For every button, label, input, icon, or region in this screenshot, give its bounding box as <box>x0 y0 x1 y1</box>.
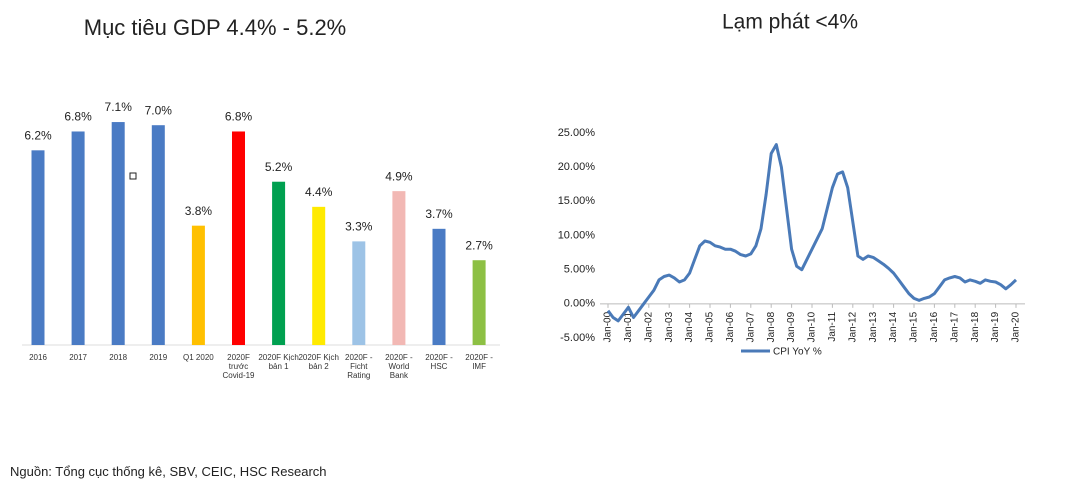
bar <box>352 241 366 345</box>
value-label: 7.1% <box>105 100 133 114</box>
value-label: 4.4% <box>305 185 333 199</box>
x-tick-label: Jan-00 <box>603 311 614 342</box>
x-tick-label: 2017 <box>69 353 87 362</box>
bar <box>472 260 486 345</box>
x-tick-label: 2016 <box>29 353 47 362</box>
value-label: 7.0% <box>145 103 173 117</box>
x-tick-label: 2020F trước Covid-19 <box>222 353 255 380</box>
value-label: 5.2% <box>265 160 293 174</box>
x-tick-label: Jan-08 <box>766 311 777 342</box>
x-tick-label: Jan-16 <box>929 311 940 342</box>
x-tick-label: Jan-02 <box>643 311 654 342</box>
x-tick-label: Jan-09 <box>786 311 797 342</box>
x-tick-label: Jan-12 <box>847 311 858 342</box>
x-tick-label: Jan-13 <box>868 311 879 342</box>
y-tick-label: 5.00% <box>564 264 595 276</box>
x-tick-label: Jan-17 <box>949 311 960 342</box>
bar <box>432 228 446 345</box>
bar <box>31 150 45 345</box>
x-tick-label: Jan-19 <box>990 311 1001 342</box>
y-tick-label: 20.00% <box>558 161 596 173</box>
source-note: Nguồn: Tổng cục thống kê, SBV, CEIC, HSC… <box>10 464 327 479</box>
legend-label: CPI YoY % <box>773 347 822 358</box>
x-tick-label: 2019 <box>149 353 168 362</box>
x-tick-label: 2020F - IMF <box>465 353 493 371</box>
value-label: 3.8% <box>185 204 213 218</box>
x-tick-label: Q1 2020 <box>183 353 214 362</box>
value-label: 6.8% <box>225 110 253 124</box>
bar <box>111 122 125 345</box>
x-tick-label: Jan-07 <box>745 311 756 342</box>
bar <box>312 206 326 345</box>
x-tick-label: Jan-10 <box>807 311 818 342</box>
x-tick-label: 2020F - Ficht Rating <box>345 353 373 380</box>
bar <box>191 225 205 345</box>
x-tick-label: Jan-05 <box>705 311 716 342</box>
x-tick-label: 2018 <box>109 353 128 362</box>
bar <box>151 125 165 345</box>
value-label: 3.3% <box>345 220 373 234</box>
x-tick-label: Jan-11 <box>827 311 838 341</box>
x-tick-label: Jan-14 <box>888 311 899 342</box>
x-tick-label: Jan-01 <box>623 311 634 342</box>
line <box>606 143 1018 323</box>
value-label: 2.7% <box>465 238 493 252</box>
y-tick-label: 15.00% <box>558 195 596 207</box>
x-tick-label: 2020F - World Bank <box>385 353 413 380</box>
cursor-marker <box>129 172 137 180</box>
x-tick-label: Jan-03 <box>664 311 675 342</box>
chart-title: Mục tiêu GDP 4.4% - 5.2% <box>84 15 347 40</box>
bar <box>232 131 245 345</box>
value-label: 6.2% <box>24 128 52 142</box>
x-tick-label: Jan-06 <box>725 311 736 342</box>
x-tick-label: 2020F Kịch bản 2 <box>298 353 339 371</box>
y-tick-label: 10.00% <box>558 229 596 241</box>
value-label: 3.7% <box>425 207 453 221</box>
x-tick-label: 2020F - HSC <box>425 353 453 371</box>
bar <box>71 131 85 345</box>
x-tick-label: 2020F Kịch bản 1 <box>258 353 299 371</box>
x-tick-label: Jan-04 <box>684 311 695 342</box>
value-label: 4.9% <box>385 169 413 183</box>
chart-title: Lạm phát <4% <box>722 11 858 34</box>
x-tick-label: Jan-15 <box>909 311 920 342</box>
y-tick-label: -5.00% <box>560 332 595 344</box>
bar <box>392 191 406 345</box>
value-label: 6.8% <box>64 110 92 124</box>
y-tick-label: 25.00% <box>558 127 596 139</box>
bar <box>272 181 286 345</box>
y-tick-label: 0.00% <box>564 298 595 310</box>
x-tick-label: Jan-18 <box>970 311 981 342</box>
x-tick-label: Jan-20 <box>1011 311 1022 342</box>
